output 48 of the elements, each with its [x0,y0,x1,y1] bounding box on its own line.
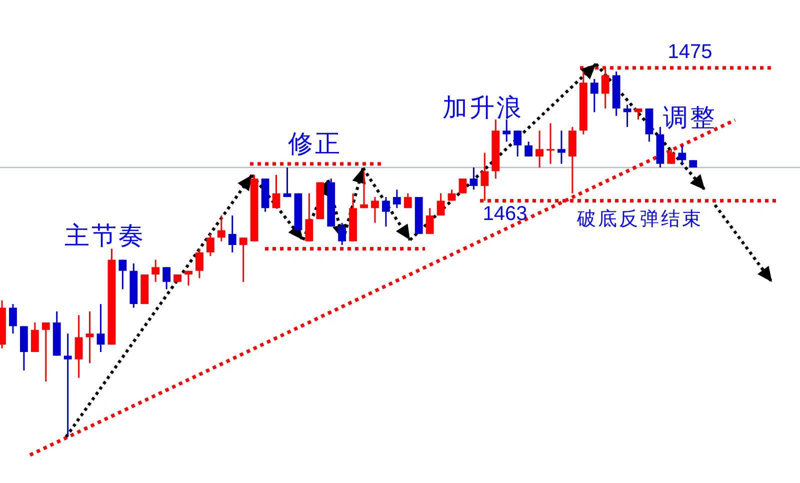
candlestick [590,78,598,113]
candlestick [514,130,522,158]
candlestick [623,104,632,128]
annotation: 破底反弹结束 [577,208,703,230]
candlestick [338,222,346,246]
annotation: 1475 [668,41,712,63]
candlestick [162,266,170,290]
candlestick [9,303,17,334]
candlestick [558,130,566,165]
candlestick [86,310,94,364]
annotation: 加升浪 [442,93,524,122]
candlestick [382,196,390,228]
candlestick [678,144,686,165]
candlestick [371,196,379,224]
candlestick [30,322,39,353]
annotation: 修正 [288,129,342,158]
candlestick [470,166,478,190]
candlestick [436,192,445,216]
annotation: 1463 [482,203,528,225]
candlestick [458,178,467,194]
candlestick [184,270,192,286]
candlestick [152,259,160,283]
annotation: 主节奏 [64,221,146,250]
candlestick [502,118,511,142]
candlestick [480,152,489,202]
candlestick [404,192,412,209]
candlestick [239,236,248,283]
candlestick [305,192,314,242]
candlestick [217,214,226,242]
candlestick [74,314,83,379]
candlestick [42,322,50,382]
candlestick [546,122,554,165]
candlestick [392,188,401,209]
candlestick [360,170,368,209]
candlestick [667,148,676,165]
annotation: 调整 [663,103,717,132]
candlestick [206,233,214,257]
candlestick [228,214,236,254]
candlestick [64,332,72,438]
candlestick [426,207,434,235]
candlestick [118,259,127,290]
candlestick [272,174,280,209]
candlestick [536,130,544,168]
candlestick [283,166,292,198]
candlestick [601,67,610,110]
candlestick [524,140,533,158]
candlestick [96,303,105,353]
candlestick [196,248,204,279]
